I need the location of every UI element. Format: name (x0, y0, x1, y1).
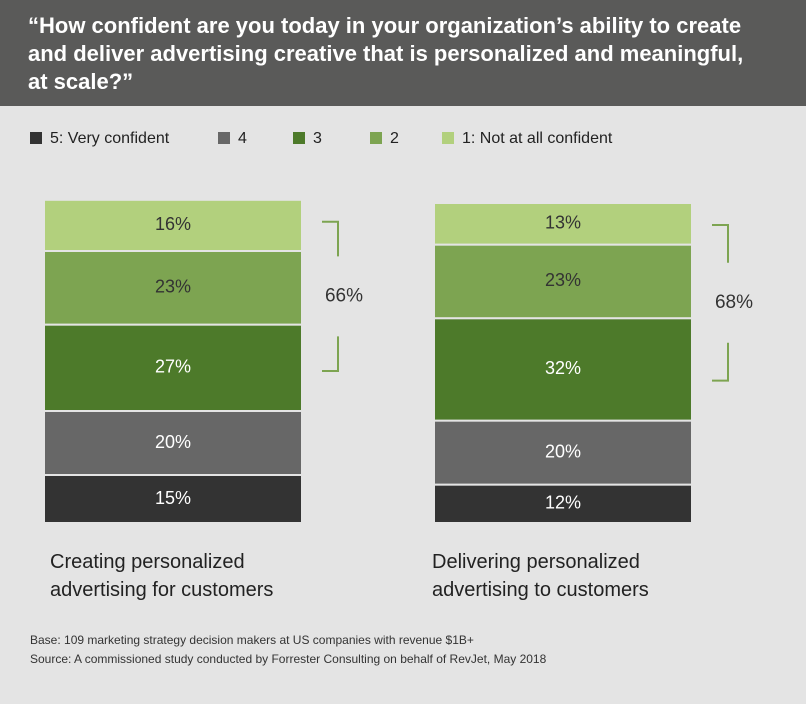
legend-label: 3 (313, 130, 322, 147)
footnote: Source: A commissioned study conducted b… (30, 652, 547, 666)
legend-label: 1: Not at all confident (462, 130, 613, 147)
chart-title: “How confident are you today in your org… (28, 13, 744, 94)
legend-swatch (30, 132, 42, 144)
bar-segment (43, 410, 303, 476)
bar-segment (43, 474, 303, 524)
bar-segment (43, 198, 303, 253)
value-label: 23% (155, 277, 191, 297)
legend-swatch (370, 132, 382, 144)
header (0, 0, 806, 106)
bar-segment (433, 317, 693, 422)
category-label: Creating personalized advertising for cu… (50, 551, 274, 601)
bar-segment (433, 243, 693, 320)
legend-swatch (293, 132, 305, 144)
value-label: 16% (155, 214, 191, 234)
value-label: 12% (545, 493, 581, 513)
value-label: 13% (545, 213, 581, 233)
bracket-label: 68% (715, 292, 753, 313)
value-label: 20% (155, 432, 191, 452)
value-label: 15% (155, 488, 191, 508)
legend-swatch (442, 132, 454, 144)
footnote: Base: 109 marketing strategy decision ma… (30, 633, 474, 647)
legend-label: 5: Very confident (50, 130, 170, 147)
value-label: 20% (545, 441, 581, 461)
category-label: Delivering personalized advertising to c… (432, 551, 649, 601)
bracket-label: 66% (325, 285, 363, 306)
bar-segment (43, 323, 303, 413)
bar-segment (433, 202, 693, 246)
legend-label: 2 (390, 130, 399, 147)
bar-segment (433, 483, 693, 525)
value-label: 23% (545, 270, 581, 290)
bracket (712, 224, 729, 382)
bracket (322, 220, 339, 372)
legend-label: 4 (238, 130, 247, 147)
legend-swatch (218, 132, 230, 144)
value-label: 27% (155, 357, 191, 377)
bar-segment (43, 250, 303, 326)
value-label: 32% (545, 358, 581, 378)
